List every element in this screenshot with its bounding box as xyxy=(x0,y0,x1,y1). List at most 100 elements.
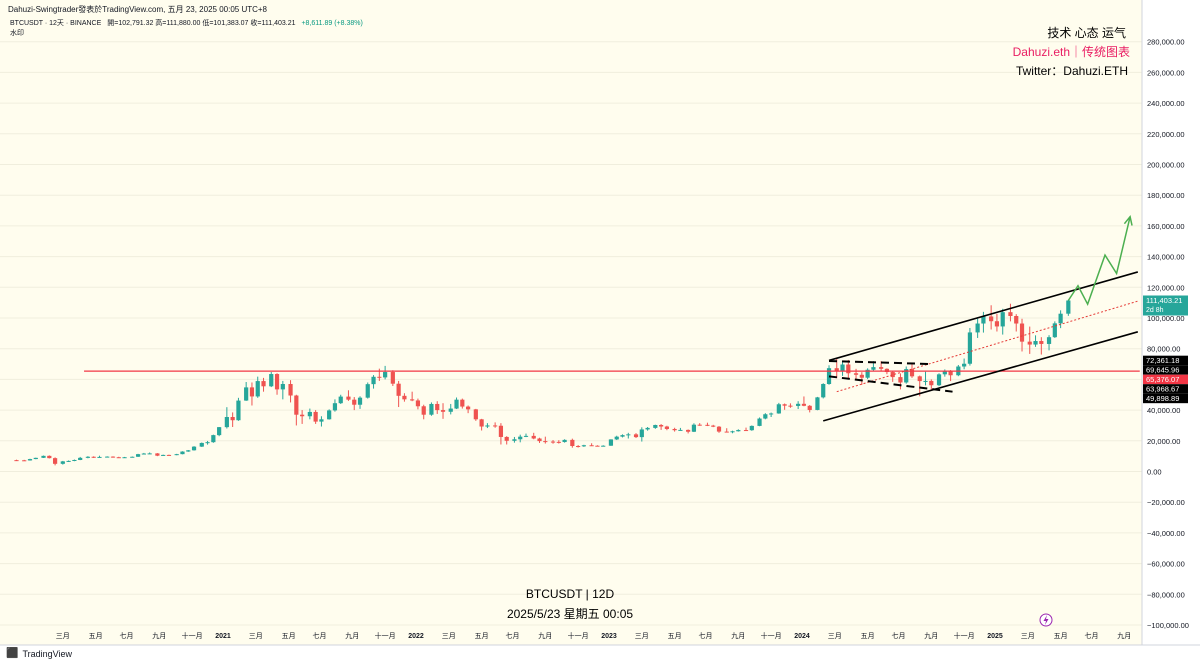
candle xyxy=(22,459,27,462)
candle xyxy=(840,361,845,376)
candle xyxy=(967,327,973,366)
time-axis-background xyxy=(0,645,1200,664)
candle-body xyxy=(730,431,735,433)
candle xyxy=(581,444,587,447)
candle-body xyxy=(440,410,446,412)
channel-lower-line[interactable] xyxy=(823,331,1139,422)
candle xyxy=(653,424,658,429)
candle xyxy=(550,440,556,444)
candle xyxy=(815,396,820,411)
y-tick-label: 40,000.00 xyxy=(1147,406,1180,415)
candle xyxy=(975,318,980,338)
candle-body xyxy=(537,438,542,442)
candle-body xyxy=(989,316,994,322)
price-tag[interactable]: 72,361.18 xyxy=(1143,355,1188,366)
tradingview-logo-icon: ⬛ xyxy=(6,648,19,659)
candle xyxy=(898,373,903,390)
candle xyxy=(161,454,166,456)
x-tick-label: 十一月 xyxy=(954,631,975,640)
candle-body xyxy=(633,434,639,438)
price-tag-label: 63,968.67 xyxy=(1146,385,1179,394)
lightning-icon[interactable] xyxy=(1039,613,1053,627)
candle-body xyxy=(300,414,305,417)
x-tick-label: 三月 xyxy=(56,632,70,640)
candle xyxy=(421,404,426,420)
symbol-legend[interactable]: BTCUSDT · 12天 · BINANCE 開=102,791.32 高=1… xyxy=(10,18,363,28)
candle xyxy=(743,427,749,432)
candle-body xyxy=(981,316,986,324)
candle xyxy=(981,311,986,333)
candle-body xyxy=(261,381,266,387)
x-tick-label: 十一月 xyxy=(375,631,396,640)
candle-body xyxy=(749,425,754,431)
branding-name: Dahuzi.eth｜传统图表 xyxy=(1012,45,1130,59)
price-tag-countdown: 2d 8h xyxy=(1146,307,1164,314)
candle xyxy=(319,416,324,427)
x-tick-label: 九月 xyxy=(1117,631,1131,640)
x-tick-label: 七月 xyxy=(120,631,134,640)
candle xyxy=(122,456,127,459)
candle-body xyxy=(191,446,197,451)
candle xyxy=(33,457,38,460)
price-tag[interactable]: 111,403.21 2d 8h xyxy=(1143,295,1188,316)
candle-body xyxy=(224,417,229,428)
candle-body xyxy=(244,387,249,401)
x-tick-label: 七月 xyxy=(313,631,327,640)
candle-body xyxy=(678,429,683,431)
candle-body xyxy=(948,370,953,376)
candle xyxy=(199,442,204,447)
candle-body xyxy=(493,425,498,427)
candle xyxy=(78,456,83,461)
candle-body xyxy=(390,372,395,384)
candle xyxy=(1033,335,1038,347)
candle xyxy=(1039,337,1044,355)
candle-body xyxy=(454,399,459,409)
x-tick-label: 三月 xyxy=(828,632,842,640)
candle-body xyxy=(288,384,293,396)
candle-body xyxy=(236,400,241,421)
channel-mid-line[interactable] xyxy=(836,300,1138,393)
candle xyxy=(230,412,235,427)
candle xyxy=(429,402,434,416)
candle-body xyxy=(626,434,631,436)
x-tick-label: 十一月 xyxy=(761,631,782,640)
price-axis[interactable]: −100,000.00 −80,000.00 −60,000.00 −40,000.0… xyxy=(1147,38,1189,630)
candle-body xyxy=(383,372,388,378)
candle xyxy=(300,410,305,424)
candle-body xyxy=(155,453,160,456)
candle xyxy=(255,376,260,398)
price-tag[interactable]: 69,645.96 xyxy=(1143,365,1188,375)
candle xyxy=(576,445,581,448)
candle-body xyxy=(581,445,587,447)
candle-body xyxy=(47,455,52,459)
price-tag[interactable]: 63,968.67 xyxy=(1143,384,1188,394)
time-axis[interactable]: 三月 五月 七月 九月 十一月 2021 三月 五月 七月 九月 十一月 2022 三月 五月 七月 九月 十一… xyxy=(0,0,1200,646)
candle xyxy=(217,426,222,437)
watermark-label: 水印 xyxy=(10,30,24,37)
range-top-dashed[interactable] xyxy=(828,359,932,366)
candle-body xyxy=(166,454,172,456)
channel-upper-line[interactable] xyxy=(828,271,1139,362)
candle-body xyxy=(936,374,942,386)
x-tick-label: 三月 xyxy=(442,632,456,640)
candle xyxy=(332,399,338,412)
x-tick-label: 三月 xyxy=(635,632,649,640)
candle xyxy=(1014,314,1019,332)
price-tag[interactable]: 65,376.07 xyxy=(1143,374,1188,385)
candle xyxy=(904,366,909,384)
candle-body xyxy=(473,409,478,420)
y-tick-label: 120,000.00 xyxy=(1147,283,1185,292)
candle xyxy=(620,434,625,438)
projection-path[interactable] xyxy=(1067,216,1131,307)
candle-body xyxy=(840,364,845,371)
tradingview-footer[interactable]: ⬛ TradingView xyxy=(6,648,72,659)
candle-body xyxy=(697,424,702,426)
candle-body xyxy=(782,404,787,406)
range-bottom-dashed[interactable] xyxy=(828,375,953,393)
publish-info: Dahuzi-Swingtrader發表於TradingView.com, 五月… xyxy=(8,5,268,14)
price-tag[interactable]: 49,898.89 xyxy=(1143,393,1188,404)
candle xyxy=(865,368,870,380)
candle-body xyxy=(705,424,710,426)
